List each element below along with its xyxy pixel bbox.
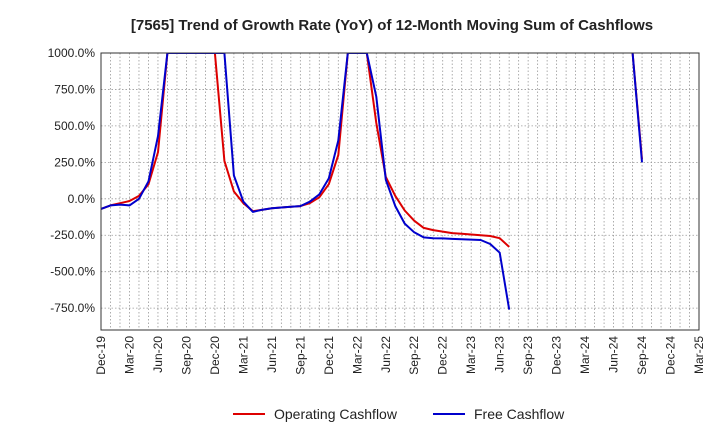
x-tick-label: Mar-20 <box>122 336 136 374</box>
y-tick-label: -750.0% <box>50 301 95 315</box>
series-line-free-cashflow <box>101 53 643 310</box>
x-tick-label: Jun-23 <box>493 336 507 373</box>
x-tick-label: Mar-22 <box>350 336 364 374</box>
x-tick-label: Jun-21 <box>265 336 279 373</box>
x-tick-label: Sep-21 <box>293 336 307 375</box>
series-lines <box>101 53 643 310</box>
y-tick-label: 500.0% <box>54 119 95 133</box>
y-tick-label: 1000.0% <box>48 46 96 60</box>
x-tick-label: Dec-21 <box>322 336 336 375</box>
x-tick-label: Mar-24 <box>578 336 592 374</box>
y-tick-label: 0.0% <box>68 192 96 206</box>
x-tick-label: Dec-20 <box>208 336 222 375</box>
plot-area: 1000.0% 750.0% 500.0% 250.0% 0.0% -250.0% -500… <box>48 46 706 375</box>
y-tick-label: 750.0% <box>54 82 95 96</box>
y-tick-label: -250.0% <box>50 228 95 242</box>
x-tick-label: Jun-24 <box>607 336 621 373</box>
y-tick-label: -500.0% <box>50 265 95 279</box>
plot-border <box>100 52 700 331</box>
x-tick-label: Dec-24 <box>664 336 678 375</box>
x-tick-label: Sep-24 <box>635 336 649 375</box>
x-tick-label: Sep-20 <box>179 336 193 375</box>
x-tick-label: Mar-25 <box>692 336 706 374</box>
chart-title: [7565] Trend of Growth Rate (YoY) of 12-… <box>131 17 653 34</box>
x-tick-label: Sep-22 <box>407 336 421 375</box>
x-tick-label: Jun-20 <box>151 336 165 373</box>
legend-label-operating-cashflow: Operating Cashflow <box>274 406 398 422</box>
x-tick-label: Mar-23 <box>464 336 478 374</box>
x-tick-label: Dec-19 <box>94 336 108 375</box>
y-tick-label: 250.0% <box>54 155 95 169</box>
plot-background <box>101 53 699 330</box>
x-tick-label: Jun-22 <box>379 336 393 373</box>
x-tick-label: Mar-21 <box>236 336 250 374</box>
legend: Operating Cashflow Free Cashflow <box>233 406 565 422</box>
legend-label-free-cashflow: Free Cashflow <box>474 406 565 422</box>
x-tick-label: Sep-23 <box>521 336 535 375</box>
x-tick-label: Dec-23 <box>550 336 564 375</box>
x-tick-label: Dec-22 <box>436 336 450 375</box>
